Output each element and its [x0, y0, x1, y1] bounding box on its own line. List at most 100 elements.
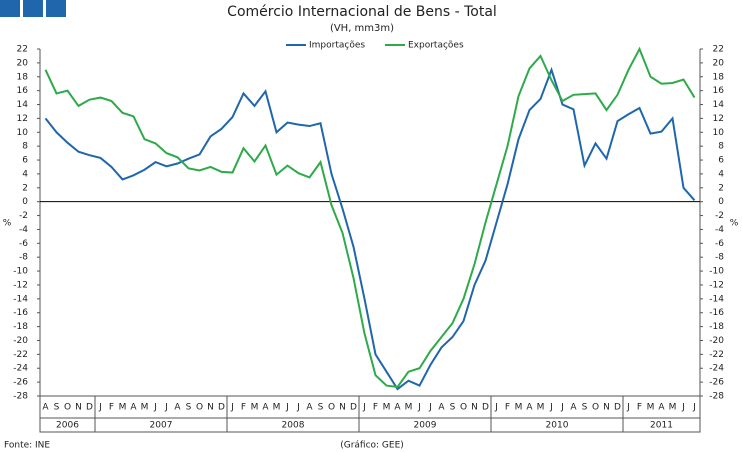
y-tick-label: -8 [19, 253, 28, 263]
x-tick-label: M [515, 403, 523, 413]
logo-block [23, 0, 43, 17]
x-tick-label: J [417, 403, 421, 413]
y-tick-label: -14 [13, 294, 28, 304]
x-tick-label: F [241, 403, 246, 413]
x-tick-label: S [54, 403, 60, 413]
chart-subtitle: (VH, mm3m) [330, 23, 394, 34]
x-tick-label: A [174, 403, 181, 413]
y-tick-label: 0 [22, 197, 28, 207]
credit: (Gráfico: GEE) [340, 441, 404, 451]
x-tick-label: D [482, 403, 489, 413]
y-tick-label: 2 [22, 183, 28, 193]
x-tick-label: O [592, 403, 599, 413]
x-tick-label: N [75, 403, 82, 413]
x-tick-label: F [109, 403, 114, 413]
x-group-label: 2010 [546, 421, 569, 431]
x-tick-label: M [119, 403, 127, 413]
x-group-label: 2007 [150, 421, 173, 431]
x-tick-label: A [42, 403, 49, 413]
y2-tick-label: -24 [709, 364, 724, 374]
x-tick-label: S [450, 403, 456, 413]
y2-tick-label: 22 [713, 45, 724, 55]
y2-tick-label: 12 [713, 114, 724, 124]
x-tick-label: N [207, 403, 214, 413]
x-group-label: 2006 [56, 421, 79, 431]
y2-tick-label: 20 [713, 58, 725, 68]
y-tick-label: -24 [13, 364, 28, 374]
x-tick-label: A [394, 403, 401, 413]
y-tick-label: 14 [17, 100, 29, 110]
x-tick-label: A [658, 403, 665, 413]
y2-tick-label: -14 [709, 294, 724, 304]
series-line [44, 46, 696, 389]
x-tick-label: F [637, 403, 642, 413]
x-tick-label: J [230, 403, 234, 413]
y2-tick-label: 18 [713, 72, 725, 82]
x-tick-label: M [647, 403, 655, 413]
y2-axis-label: % [730, 219, 739, 229]
x-tick-label: O [64, 403, 71, 413]
y2-tick-label: -22 [709, 350, 724, 360]
x-group-label: 2011 [650, 421, 673, 431]
y2-tick-label: 4 [718, 169, 724, 179]
y-axis-label: % [3, 219, 12, 229]
y2-tick-label: 10 [713, 128, 725, 138]
x-tick-label: M [251, 403, 259, 413]
x-tick-label: J [428, 403, 432, 413]
y-tick-label: -12 [13, 280, 28, 290]
legend-label: Importações [309, 41, 365, 51]
x-tick-label: D [614, 403, 621, 413]
y-tick-label: 20 [17, 58, 29, 68]
x-tick-label: J [560, 403, 564, 413]
x-group-label: 2008 [282, 421, 305, 431]
x-tick-label: M [537, 403, 545, 413]
x-tick-label: J [626, 403, 630, 413]
y-tick-label: 12 [17, 114, 28, 124]
x-tick-label: M [383, 403, 391, 413]
y2-tick-label: -26 [709, 378, 724, 388]
y-tick-label: 4 [22, 169, 28, 179]
y-tick-label: 6 [22, 156, 28, 166]
x-tick-label: J [681, 403, 685, 413]
y-tick-label: -26 [13, 378, 28, 388]
y-tick-label: -10 [13, 267, 28, 277]
x-tick-label: O [196, 403, 203, 413]
x-tick-label: N [471, 403, 478, 413]
legend-label: Exportações [408, 41, 464, 51]
y-tick-label: 10 [17, 128, 29, 138]
y-tick-label: 16 [17, 86, 29, 96]
x-tick-label: J [285, 403, 289, 413]
x-tick-label: J [164, 403, 168, 413]
x-tick-label: D [218, 403, 225, 413]
x-tick-label: A [570, 403, 577, 413]
y-tick-label: -2 [19, 211, 28, 221]
y2-tick-label: -6 [715, 239, 724, 249]
y2-tick-label: 6 [718, 156, 724, 166]
x-tick-label: S [582, 403, 588, 413]
x-axis-box [39, 395, 701, 433]
x-tick-label: A [438, 403, 445, 413]
y2-tick-label: -10 [709, 267, 724, 277]
y2-tick-label: -16 [709, 308, 724, 318]
x-tick-label: A [130, 403, 137, 413]
x-tick-label: J [549, 403, 553, 413]
series-line [44, 66, 696, 391]
x-tick-label: A [526, 403, 533, 413]
y-tick-label: 8 [22, 142, 28, 152]
x-tick-label: S [186, 403, 192, 413]
chart-title: Comércio Internacional de Bens - Total [227, 4, 497, 20]
logo-block [0, 0, 20, 17]
x-tick-label: F [505, 403, 510, 413]
y-tick-label: -16 [13, 308, 28, 318]
x-tick-label: F [373, 403, 378, 413]
y2-tick-label: -8 [715, 253, 724, 263]
y-tick-label: -18 [13, 322, 28, 332]
x-tick-label: N [603, 403, 610, 413]
y2-tick-label: -2 [715, 211, 724, 221]
source: Fonte: INE [4, 441, 50, 451]
y2-tick-label: 16 [713, 86, 725, 96]
y-tick-label: -20 [13, 336, 28, 346]
x-tick-label: J [494, 403, 498, 413]
y2-tick-label: 14 [713, 100, 725, 110]
